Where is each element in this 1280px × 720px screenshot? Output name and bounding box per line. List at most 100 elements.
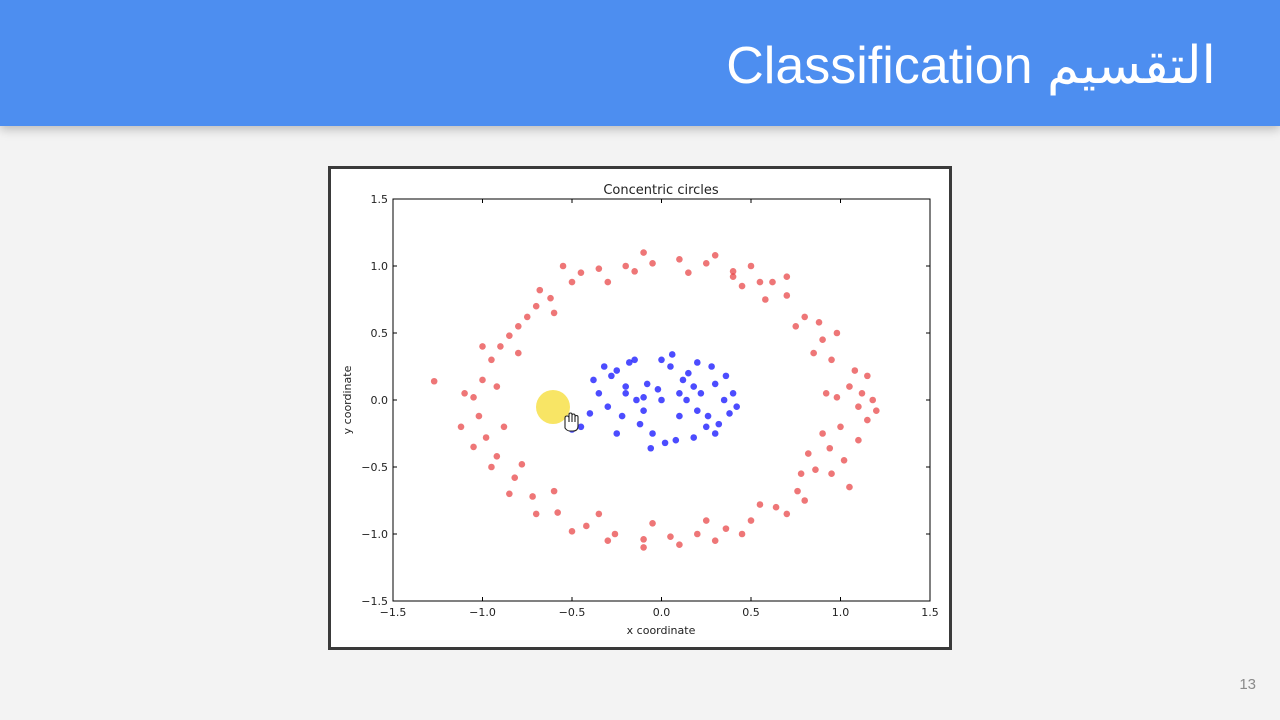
scatter-point — [640, 536, 647, 543]
scatter-point — [479, 343, 486, 350]
scatter-point — [613, 430, 621, 437]
scatter-point — [532, 510, 540, 518]
scatter-point — [532, 302, 540, 310]
y-tick-label: −1.0 — [361, 528, 388, 541]
scatter-point — [515, 349, 522, 357]
scatter-point — [493, 452, 501, 460]
scatter-point — [515, 323, 522, 330]
scatter-point — [864, 372, 871, 380]
y-tick-label: 1.5 — [371, 193, 389, 206]
scatter-point — [577, 269, 585, 276]
scatter-point — [812, 466, 819, 473]
scatter-point — [668, 351, 676, 358]
scatter-point — [711, 537, 719, 544]
scatter-point — [711, 251, 719, 259]
scatter-point — [568, 278, 576, 286]
chart-ticks: −1.5 −1.0 −0.5 0.0 0.5 1.0 1.5 −1.5 −1.0 −0.5 0.0 0… — [361, 193, 938, 619]
scatter-point — [676, 541, 683, 549]
scatter-point — [667, 533, 674, 540]
scatter-point — [729, 268, 737, 275]
scatter-point — [762, 296, 769, 303]
scatter-point — [479, 376, 486, 384]
scatter-point — [792, 323, 800, 330]
scatter-point — [772, 503, 780, 511]
scatter-point — [690, 383, 698, 390]
scatter-point — [497, 343, 504, 350]
scatter-point — [631, 268, 638, 275]
scatter-point — [586, 410, 594, 417]
scatter-point — [600, 363, 608, 370]
page-number: 13 — [1239, 676, 1256, 693]
scatter-point — [783, 273, 791, 281]
scatter-point — [511, 474, 519, 482]
scatter-point — [595, 390, 603, 397]
scatter-point — [702, 423, 710, 431]
scatter-point — [833, 329, 841, 337]
y-tick-label: 1.0 — [371, 260, 389, 273]
scatter-point — [815, 318, 823, 326]
scatter-point — [738, 530, 746, 538]
scatter-point — [819, 430, 826, 437]
scatter-point — [613, 367, 621, 374]
scatter-point — [720, 396, 728, 404]
scatter-point — [643, 380, 651, 388]
scatter-point — [488, 463, 495, 471]
scatter-point — [797, 470, 805, 478]
x-tick-label: 0.5 — [742, 606, 760, 619]
scatter-point — [846, 483, 853, 491]
scatter-point — [493, 383, 501, 390]
scatter-point — [547, 294, 554, 302]
scatter-point — [729, 390, 737, 397]
x-tick-label: −0.5 — [559, 606, 586, 619]
x-tick-label: −1.0 — [469, 606, 496, 619]
scatter-point — [685, 369, 692, 377]
scatter-point — [804, 450, 812, 457]
scatter-point — [676, 412, 683, 420]
scatter-point — [697, 390, 705, 397]
chart-marks — [430, 249, 880, 551]
scatter-point — [640, 544, 647, 551]
scatter-point — [500, 423, 508, 431]
scatter-point — [529, 493, 536, 500]
slide-header: Classification التقسيم — [0, 0, 1280, 126]
scatter-point — [604, 278, 612, 286]
scatter-point — [604, 537, 612, 544]
scatter-point — [654, 385, 662, 393]
chart-title: Concentric circles — [603, 183, 719, 198]
scatter-point — [611, 530, 619, 538]
scatter-point — [649, 519, 656, 527]
scatter-point — [873, 407, 880, 415]
scatter-point — [622, 383, 629, 390]
scatter-point — [470, 394, 477, 401]
scatter-point — [708, 363, 715, 370]
scatter-point — [685, 269, 692, 276]
scatter-point — [550, 487, 558, 495]
scatter-point — [694, 530, 701, 538]
scatter-point — [604, 403, 612, 410]
scatter-point — [536, 286, 544, 294]
scatter-point — [840, 457, 848, 464]
scatter-point — [559, 262, 567, 270]
scatter-point — [864, 416, 871, 424]
scatter-point — [819, 336, 826, 343]
scatter-point — [625, 359, 633, 366]
scatter-point — [482, 434, 490, 441]
scatter-point — [679, 376, 687, 384]
scatter-point — [554, 509, 561, 516]
scatter-point — [855, 436, 862, 444]
scatter-point — [738, 282, 746, 290]
scatter-point — [846, 383, 853, 390]
scatter-point — [690, 434, 698, 441]
scatter-point — [461, 390, 468, 397]
scatter-point — [640, 407, 647, 415]
scatter-point — [715, 420, 723, 428]
scatter-point — [661, 439, 669, 447]
scatter-point — [506, 490, 513, 498]
scatter-point — [550, 309, 558, 317]
scatter-point — [583, 522, 590, 530]
scatter-point — [506, 332, 513, 339]
scatter-point — [801, 313, 808, 321]
scatter-point — [801, 497, 808, 504]
chart-figure: Concentric circles −1.5 −1.0 −0.5 0.0 0.5 1.0… — [328, 166, 952, 650]
scatter-point — [649, 430, 656, 437]
